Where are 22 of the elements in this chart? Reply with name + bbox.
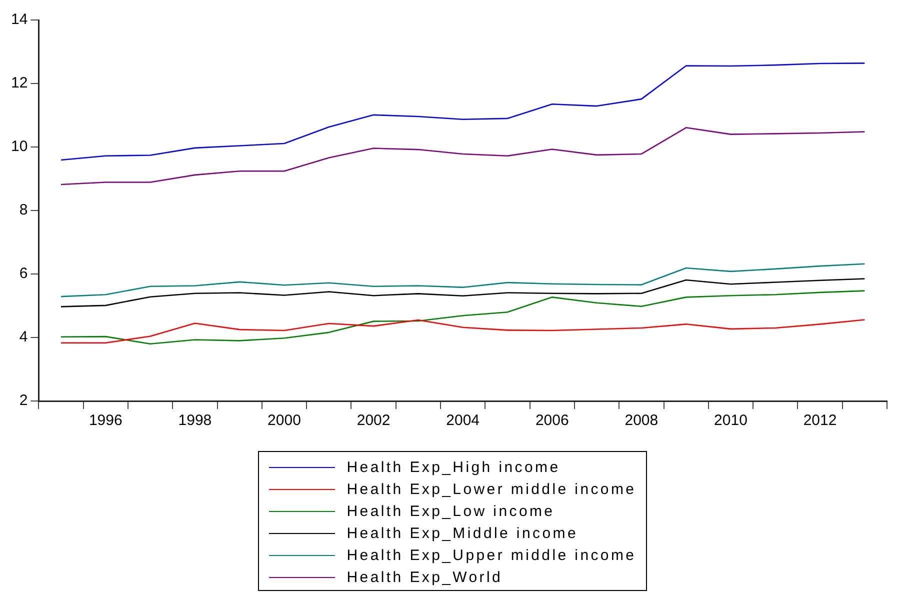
- y-tick-label: 2: [19, 392, 28, 410]
- x-tick-label: 2008: [624, 412, 658, 430]
- legend-label: Health Exp_Low income: [346, 502, 555, 520]
- legend-label: Health Exp_Lower middle income: [346, 480, 636, 498]
- x-tick-label: 1996: [88, 412, 122, 430]
- x-tick-label: 2002: [356, 412, 390, 430]
- y-tick-label: 14: [10, 11, 28, 28]
- x-tick-label: 2010: [714, 412, 748, 430]
- x-tick-label: 1998: [178, 412, 212, 430]
- y-tick-label: 12: [10, 74, 28, 92]
- x-tick-label: 2004: [446, 412, 480, 430]
- x-tick-label: 2012: [803, 412, 837, 430]
- legend-label: Health Exp_Middle income: [346, 524, 578, 542]
- legend-label: Health Exp_World: [346, 568, 503, 586]
- y-tick-label: 8: [19, 202, 28, 219]
- y-tick-label: 6: [19, 265, 28, 282]
- y-tick-label: 4: [19, 328, 28, 346]
- x-tick-label: 2006: [535, 412, 569, 430]
- legend-label: Health Exp_High income: [346, 458, 560, 476]
- x-tick-label: 2000: [268, 412, 301, 430]
- y-tick-label: 10: [10, 138, 28, 156]
- legend-label: Health Exp_Upper middle income: [346, 546, 636, 564]
